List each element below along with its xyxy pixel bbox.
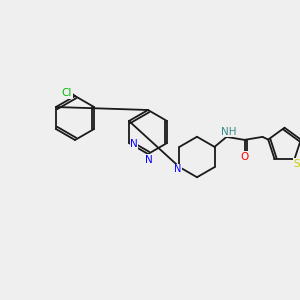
Text: O: O	[240, 152, 249, 162]
Text: NH: NH	[221, 127, 236, 137]
Text: N: N	[130, 139, 138, 149]
Text: N: N	[145, 155, 153, 165]
Text: N: N	[174, 164, 181, 174]
Text: Cl: Cl	[62, 88, 72, 98]
Text: S: S	[293, 159, 300, 169]
